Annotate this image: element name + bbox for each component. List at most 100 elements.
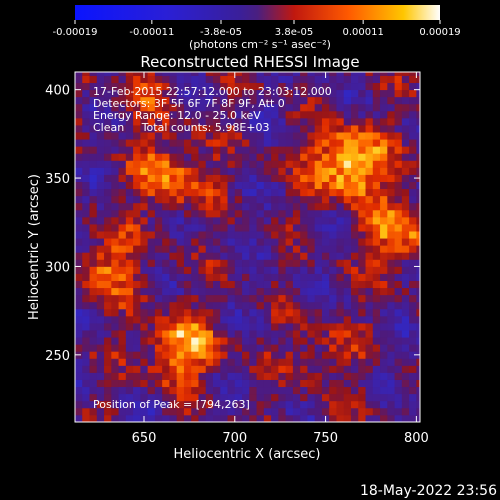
- heatmap-cell: [147, 365, 156, 373]
- heatmap-cell: [191, 393, 199, 402]
- heatmap-cell: [329, 330, 337, 338]
- heatmap-cell: [271, 202, 279, 211]
- heatmap-cell: [242, 132, 250, 140]
- heatmap-cell: [220, 238, 228, 246]
- heatmap-cell: [147, 266, 156, 274]
- heatmap-cell: [75, 330, 83, 338]
- heatmap-cell: [125, 195, 134, 204]
- heatmap-cell: [205, 110, 214, 119]
- heatmap-cell: [387, 365, 395, 373]
- heatmap-cell: [205, 358, 214, 366]
- heatmap-cell: [343, 287, 352, 296]
- heatmap-cell: [263, 110, 272, 119]
- heatmap-cell: [227, 287, 236, 296]
- heatmap-cell: [104, 139, 112, 147]
- heatmap-cell: [300, 139, 308, 147]
- heatmap-cell: [133, 287, 141, 296]
- heatmap-cell: [133, 379, 141, 388]
- heatmap-cell: [169, 181, 178, 190]
- heatmap-cell: [387, 174, 395, 182]
- heatmap-cell: [147, 252, 156, 260]
- heatmap-cell: [358, 110, 366, 119]
- heatmap-cell: [314, 139, 323, 147]
- heatmap-cell: [234, 308, 243, 317]
- heatmap-cell: [162, 195, 170, 204]
- heatmap-cell: [162, 386, 170, 395]
- heatmap-cell: [75, 75, 83, 84]
- heatmap-cell: [96, 252, 105, 260]
- heatmap-cell: [409, 238, 417, 246]
- heatmap-cell: [198, 146, 207, 154]
- heatmap-cell: [133, 252, 141, 260]
- heatmap-cell: [336, 308, 345, 317]
- colorbar-tick-label: 3.8e-05: [275, 27, 313, 38]
- heatmap-cell: [380, 195, 388, 204]
- heatmap-cell: [147, 110, 156, 119]
- heatmap-cell: [256, 308, 265, 317]
- heatmap-cell: [75, 125, 83, 133]
- heatmap-cell: [133, 72, 141, 76]
- heatmap-cell: [162, 238, 170, 246]
- heatmap-cell: [220, 330, 228, 338]
- heatmap-cell: [249, 72, 257, 76]
- heatmap-cell: [256, 103, 265, 112]
- heatmap-cell: [125, 301, 134, 310]
- heatmap-cell: [358, 72, 366, 76]
- heatmap-cell: [343, 75, 352, 84]
- heatmap-cell: [162, 259, 170, 267]
- heatmap-cell: [409, 287, 417, 296]
- heatmap-cell: [191, 351, 199, 359]
- heatmap-cell: [409, 245, 417, 253]
- heatmap-cell: [75, 195, 83, 204]
- heatmap-cell: [285, 72, 294, 76]
- heatmap-cell: [89, 72, 98, 76]
- heatmap-cell: [111, 252, 119, 260]
- heatmap-cell: [263, 146, 272, 154]
- heatmap-cell: [183, 103, 192, 112]
- heatmap-cell: [125, 132, 134, 140]
- heatmap-cell: [256, 132, 265, 140]
- heatmap-cell: [82, 330, 90, 338]
- heatmap-cell: [343, 259, 352, 267]
- heatmap-cell: [307, 72, 316, 76]
- heatmap-cell: [263, 96, 272, 105]
- heatmap-cell: [401, 351, 410, 359]
- heatmap-cell: [263, 273, 272, 281]
- heatmap-cell: [409, 294, 417, 303]
- heatmap-cell: [336, 344, 345, 352]
- heatmap-cell: [336, 103, 345, 112]
- heatmap-cell: [75, 252, 83, 260]
- heatmap-cell: [358, 365, 366, 373]
- heatmap-cell: [365, 400, 374, 409]
- heatmap-cell: [307, 337, 316, 345]
- heatmap-cell: [249, 188, 257, 197]
- heatmap-cell: [82, 167, 90, 175]
- heatmap-cell: [343, 174, 352, 182]
- heatmap-cell: [336, 89, 345, 98]
- heatmap-cell: [343, 216, 352, 225]
- heatmap-cell: [365, 202, 374, 211]
- heatmap-cell: [140, 82, 149, 91]
- heatmap-cell: [416, 393, 420, 402]
- heatmap-cell: [213, 103, 221, 112]
- heatmap-cell: [111, 117, 119, 126]
- heatmap-cell: [394, 117, 403, 126]
- heatmap-cell: [409, 110, 417, 119]
- heatmap-cell: [365, 315, 374, 324]
- heatmap-cell: [351, 160, 359, 168]
- heatmap-cell: [242, 323, 250, 331]
- heatmap-cell: [300, 160, 308, 168]
- heatmap-cell: [409, 351, 417, 359]
- heatmap-cell: [176, 266, 185, 274]
- heatmap-cell: [191, 125, 199, 133]
- heatmap-cell: [271, 344, 279, 352]
- heatmap-cell: [401, 400, 410, 409]
- heatmap-cell: [292, 125, 301, 133]
- heatmap-cell: [227, 96, 236, 105]
- heatmap-cell: [205, 337, 214, 345]
- heatmap-cell: [183, 407, 192, 416]
- heatmap-cell: [75, 72, 83, 76]
- heatmap-cell: [387, 294, 395, 303]
- heatmap-cell: [220, 301, 228, 310]
- heatmap-cell: [162, 266, 170, 274]
